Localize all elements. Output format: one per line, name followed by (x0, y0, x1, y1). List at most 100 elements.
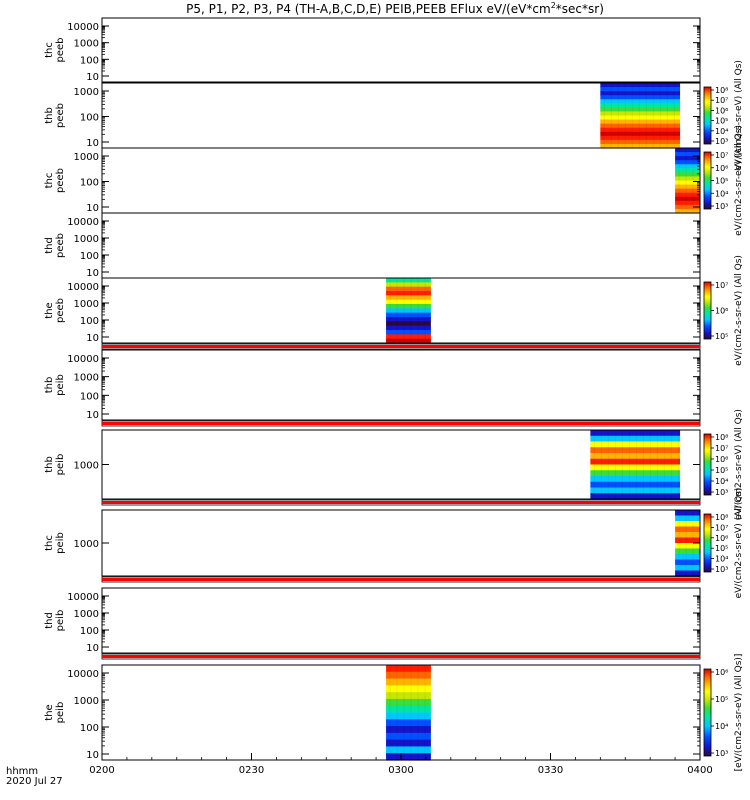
y-tick-label: 10000 (67, 282, 99, 293)
colorbar-label: [eV/(cm2-s-sr-eV) (All Qs)] (734, 654, 744, 772)
spectrogram-band (675, 164, 701, 169)
y-tick-label: 100 (80, 723, 99, 734)
x-axis: 0200 0230 0300 0330 0400 (89, 753, 713, 776)
y-tick-label: 1000 (74, 87, 99, 98)
spectrogram-band (386, 692, 431, 700)
colorbar-tick-label: 10⁸ (715, 513, 728, 522)
y-tick-label: 100 (80, 316, 99, 327)
colorbar-tick-label: 10⁷ (715, 444, 728, 453)
panel-label-probe: thc (44, 42, 55, 58)
spectrogram-band (590, 476, 681, 483)
spectrogram-band (600, 83, 681, 88)
spectrogram-band (600, 99, 681, 104)
y-tick-label: 1000 (74, 152, 99, 163)
panel-label-product: peib (55, 532, 66, 554)
panel-label-product: peib (55, 702, 66, 724)
spectrogram-band (386, 330, 431, 335)
separator-fill (102, 422, 700, 425)
spectrogram-band (600, 103, 681, 108)
panel-thb-peib-top: 10000 1000 100 10 thb peib (44, 349, 701, 421)
spectrogram-band (386, 317, 431, 322)
spectrogram-band (386, 299, 431, 305)
panel-label-product: peeb (55, 38, 66, 63)
y-tick-label: 100 (80, 251, 99, 262)
spectrogram-band (590, 453, 681, 460)
spectrogram-band (386, 282, 431, 288)
spectrogram-band (590, 430, 681, 437)
spectrogram-band (386, 732, 431, 741)
panel-label-probe: thd (44, 237, 55, 254)
y-tick-label: 100 (80, 55, 99, 66)
colorbar-tick-label: 10⁵ (715, 544, 728, 553)
spectrogram-block (590, 430, 681, 500)
spectrogram-band (386, 278, 431, 283)
spectrogram-band (675, 521, 701, 528)
separator-band (101, 499, 701, 506)
spectrogram-band (675, 156, 701, 161)
colorbar-tick-label: 10⁸ (715, 433, 728, 442)
colorbar-tick-label: 10⁶ (715, 668, 728, 677)
spectrogram-band (386, 698, 431, 707)
y-tick-label: 10 (86, 643, 99, 654)
spectrogram-band (386, 685, 431, 693)
spectrogram-band (675, 548, 701, 555)
spectrogram-band (675, 204, 701, 210)
colorbar-label: eV/(cm2-s-sr-eV) (All Qs) (734, 409, 744, 520)
spectrogram-band (675, 172, 701, 178)
colorbar-scale (703, 668, 712, 757)
colorbar-tick-label: 10⁴ (715, 722, 728, 731)
x-corner-label-date: 2020 Jul 27 (6, 776, 63, 787)
spectrogram-band (590, 464, 681, 471)
y-tick-label: 10 (86, 750, 99, 761)
y-tick-label: 1000 (74, 461, 99, 472)
colorbar-label: eV/(cm2-s-sr-eV) (All Qs) (734, 125, 744, 236)
chart-title: P5, P1, P2, P3, P4 (TH-A,B,C,D,E) PEIB,P… (186, 1, 604, 16)
spectrogram-band (675, 532, 701, 539)
colorbar-scale (703, 151, 712, 210)
colorbar-tick-label: 10⁷ (715, 281, 728, 290)
spectrogram-band (386, 334, 431, 340)
spectrogram-band (675, 565, 701, 572)
y-tick-label: 10 (86, 203, 99, 214)
spectrogram-band (590, 447, 681, 454)
colorbar-scale (703, 433, 712, 496)
colorbar-tick-label: 10⁴ (715, 477, 728, 486)
colorbar-tick-label: 10⁷ (715, 96, 728, 105)
spectrogram-band (675, 188, 701, 194)
panel-frame (101, 509, 701, 577)
colorbar-tick-label: 10⁸ (715, 86, 728, 95)
spectrogram-band (590, 487, 681, 494)
y-tick-label: 10 (86, 72, 99, 83)
spectrogram-band (386, 712, 431, 720)
panel-frame (101, 212, 701, 279)
spectrogram-band (675, 200, 701, 206)
colorbar-tick-label: 10³ (715, 488, 728, 497)
spectrogram-band (675, 208, 701, 214)
colorbar-tick-label: 10⁵ (715, 117, 728, 126)
panel-label-product: peeb (55, 168, 66, 193)
y-tick-label: 10000 (67, 354, 99, 365)
y-tick-label: 100 (80, 113, 99, 124)
spectrogram-band (675, 554, 701, 561)
panel-frame (101, 587, 701, 654)
spectrogram-band (675, 160, 701, 165)
spectrogram-band (675, 184, 701, 190)
panel-label-product: peeb (55, 233, 66, 258)
separator-fill (102, 501, 700, 504)
colorbar-tick-label: 10⁴ (715, 555, 728, 564)
panel-label-product: peeb (55, 298, 66, 323)
panel-label-probe: the (44, 302, 55, 318)
colorbar-tick-label: 10⁵ (715, 695, 728, 704)
spectrogram-band (386, 321, 431, 327)
spectrogram-band (675, 176, 701, 182)
panel-frame (101, 349, 701, 421)
y-tick-label: 10 (86, 410, 99, 421)
panel-the-peib: 10000 1000 100 10 the peib 10⁶ 10⁵ 10⁴ 10³ [eV/(cm… (44, 654, 744, 772)
